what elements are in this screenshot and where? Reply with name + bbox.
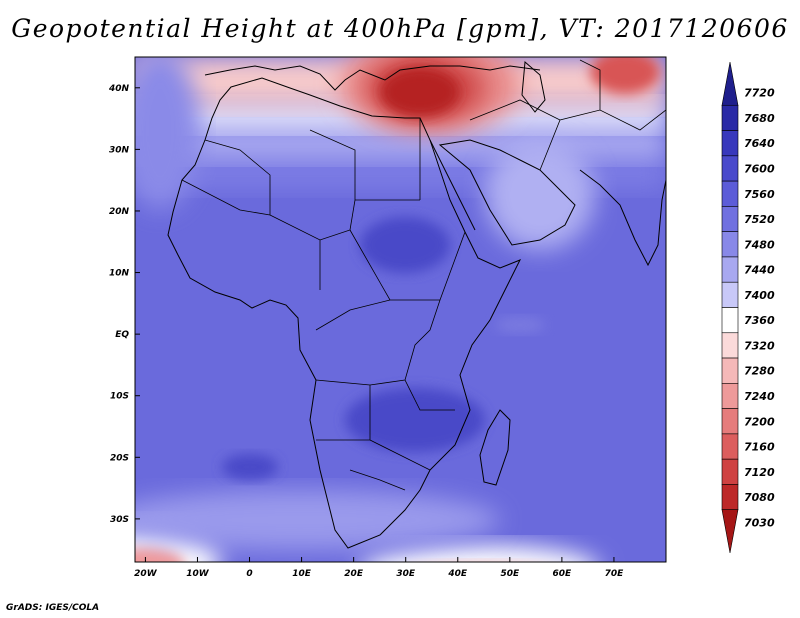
colorbar-level-label: 7480: [744, 238, 775, 251]
red-sea: [429, 139, 476, 231]
field-sudan-high: [360, 217, 450, 273]
lat-tick-label: 10N: [109, 269, 130, 279]
colorbar-swatch: [721, 231, 739, 258]
lon-tick-label: 10W: [186, 569, 210, 579]
lat-tick-label: 40N: [108, 84, 130, 94]
chart-title: Geopotential Height at 400hPa [gpm], VT:…: [11, 14, 789, 43]
map-frame: [134, 56, 667, 563]
field-central-asia-low: [590, 57, 660, 94]
colorbar-swatch: [721, 357, 739, 384]
colorbar-level-label: 7400: [744, 289, 775, 302]
colorbar-swatch: [721, 458, 739, 485]
colorbar-swatch: [721, 130, 739, 157]
lon-tick-label: 50E: [500, 569, 520, 579]
colorbar-level-label: 7240: [744, 390, 775, 403]
colorbar-swatch: [721, 104, 739, 131]
lon-tick-label: 70E: [605, 569, 625, 579]
field-band-33n: [135, 125, 666, 160]
colorbar-swatch: [721, 256, 739, 283]
colorbar-level-label: 7080: [744, 491, 775, 504]
lon-tick-label: 20W: [134, 569, 158, 579]
field-south-belt: [135, 490, 500, 550]
field-southwest-low: [135, 547, 185, 562]
lat-tick-label: EQ: [115, 330, 129, 340]
colorbar-level-label: 7440: [744, 264, 775, 277]
india-coastline: [579, 169, 666, 267]
field-western-trough: [135, 57, 200, 210]
lon-tick-label: 10E: [292, 569, 312, 579]
colorbar-level-label: 7360: [744, 314, 775, 327]
lat-tick-label: 10S: [110, 392, 129, 402]
caspian-sea: [521, 60, 546, 113]
colorbar-level-label: 7640: [744, 137, 775, 150]
colorbar-level-label: 7680: [744, 112, 775, 125]
colorbar-swatch: [721, 307, 739, 334]
lon-tick-label: 40E: [447, 569, 468, 579]
lon-tick-label: 60E: [553, 569, 573, 579]
colorbar-swatch: [721, 408, 739, 435]
colorbar-level-label: 7720: [744, 87, 775, 100]
colorbar-swatch: [721, 61, 739, 106]
field-south-low: [400, 563, 560, 587]
footer-credit: GrADS: IGES/COLA: [6, 603, 100, 613]
field-zambia-high: [345, 388, 485, 452]
lon-tick-label: 0: [246, 569, 252, 579]
colorbar-swatch: [721, 206, 739, 232]
africa-coastline: [167, 77, 522, 549]
field-indian-ocean-patch: [495, 317, 545, 333]
colorbar-swatch: [721, 180, 739, 207]
field-atlantic-high: [222, 454, 278, 480]
colorbar-level-label: 7320: [744, 339, 775, 352]
field-turkey-low-core: [380, 67, 460, 117]
colorbar-level-label: 7030: [744, 516, 775, 529]
colorbar-level-label: 7600: [744, 162, 775, 175]
axis-ticks: 20W 10W 0 10E 20E 30E 40E 50E 60E 70E 40N 30N 20N 10N…: [108, 84, 624, 579]
colorbar-swatch: [721, 484, 739, 511]
colorbar-level-label: 7520: [744, 213, 775, 226]
arabia-coastline: [438, 139, 576, 246]
field-south-ridge-edge: [366, 545, 594, 562]
colorbar-level-label: 7120: [744, 466, 775, 479]
colorbar-level-label: 7160: [744, 441, 775, 454]
country-borders: [181, 59, 666, 491]
colorbar-swatch: [721, 332, 739, 359]
colorbar-swatch: [721, 155, 739, 182]
lat-tick-label: 30S: [110, 515, 129, 525]
lat-tick-label: 20N: [109, 207, 130, 217]
colorbar-swatch: [721, 281, 739, 308]
colorbar-swatch: [721, 509, 739, 554]
colorbar-swatch: [721, 433, 739, 460]
lon-tick-label: 30E: [396, 569, 416, 579]
lat-tick-label: 30N: [109, 145, 130, 155]
lon-tick-label: 20E: [344, 569, 364, 579]
lat-tick-label: 20S: [110, 453, 129, 463]
europe-coastline: [204, 65, 541, 91]
colorbar-level-label: 7560: [744, 188, 775, 201]
colorbar-swatch: [721, 383, 739, 409]
coastlines: [167, 59, 666, 549]
field-arabian-tongue: [485, 140, 595, 250]
height-field: [135, 57, 666, 587]
colorbar-level-label: 7280: [744, 365, 775, 378]
colorbar: 7720 7680 7640 7600 7560 7520 7480 7440 7400 7360…: [721, 61, 775, 554]
madagascar: [479, 409, 511, 486]
colorbar-level-label: 7200: [744, 415, 775, 428]
